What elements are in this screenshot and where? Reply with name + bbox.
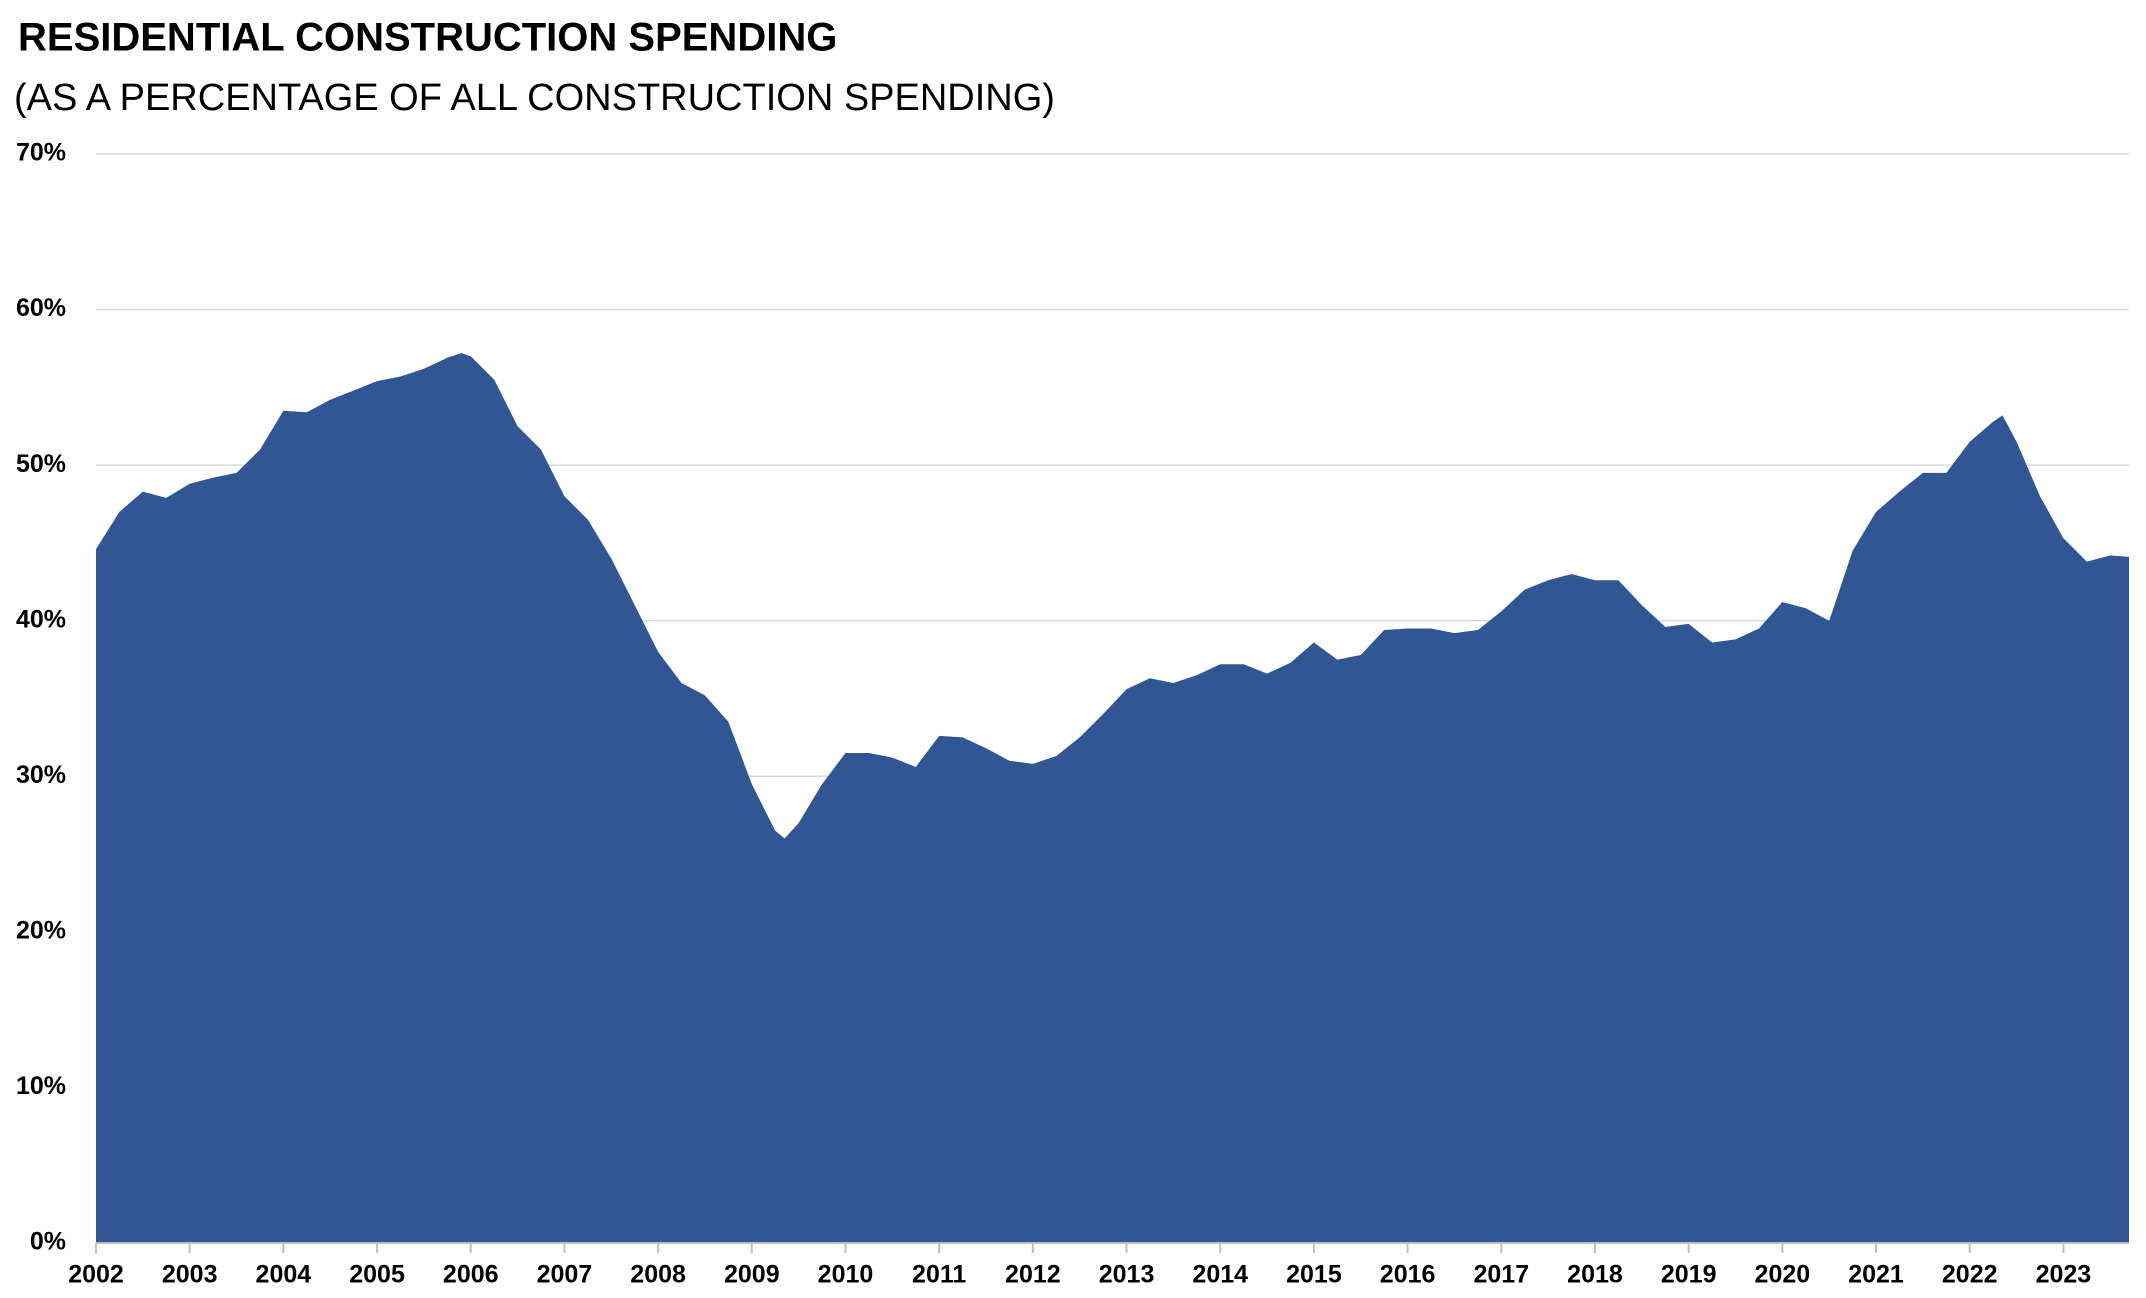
x-tick-label: 2022 xyxy=(1942,1261,1998,1289)
y-tick-label: 50% xyxy=(16,450,66,478)
y-tick-label: 60% xyxy=(16,294,66,322)
y-tick-label: 10% xyxy=(16,1072,66,1100)
x-tick-label: 2008 xyxy=(630,1261,686,1289)
y-tick-label: 70% xyxy=(16,139,66,167)
x-tick-label: 2010 xyxy=(818,1261,874,1289)
x-tick-label: 2023 xyxy=(2036,1261,2092,1289)
x-tick-label: 2021 xyxy=(1848,1261,1904,1289)
x-tick-label: 2018 xyxy=(1567,1261,1623,1289)
y-tick-label: 0% xyxy=(30,1228,66,1256)
x-tick-label: 2015 xyxy=(1286,1261,1342,1289)
x-tick-label: 2014 xyxy=(1192,1261,1248,1289)
x-tick-label: 2005 xyxy=(349,1261,405,1289)
x-tick-label: 2009 xyxy=(724,1261,780,1289)
x-tick-label: 2013 xyxy=(1099,1261,1155,1289)
chart-title: RESIDENTIAL CONSTRUCTION SPENDING xyxy=(18,16,837,60)
x-tick-label: 2002 xyxy=(68,1261,124,1289)
x-tick-label: 2020 xyxy=(1755,1261,1811,1289)
x-tick-label: 2019 xyxy=(1661,1261,1717,1289)
x-tick-label: 2004 xyxy=(256,1261,312,1289)
x-tick-label: 2012 xyxy=(1005,1261,1061,1289)
x-tick-label: 2007 xyxy=(537,1261,593,1289)
y-tick-label: 40% xyxy=(16,605,66,633)
y-tick-label: 20% xyxy=(16,916,66,944)
y-tick-label: 30% xyxy=(16,761,66,789)
area xyxy=(96,353,2129,1243)
x-tick-label: 2003 xyxy=(162,1261,218,1289)
x-tick-label: 2011 xyxy=(912,1261,966,1289)
x-tick-label: 2006 xyxy=(443,1261,499,1289)
x-tick-label: 2016 xyxy=(1380,1261,1436,1289)
x-tick-label: 2017 xyxy=(1473,1261,1529,1289)
chart-subtitle: (AS A PERCENTAGE OF ALL CONSTRUCTION SPE… xyxy=(14,77,1055,119)
